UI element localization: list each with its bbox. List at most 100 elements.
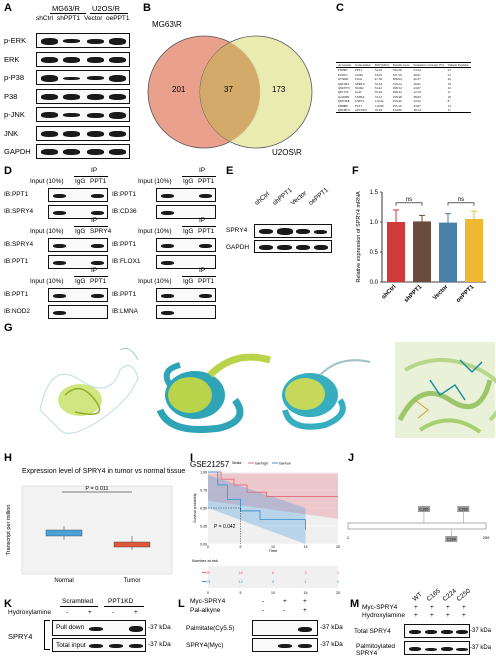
band [63, 149, 80, 155]
band [109, 111, 126, 119]
lane-label: C165 [425, 587, 442, 603]
table-cell: 13 [447, 103, 451, 108]
panel-label-f: F [352, 165, 359, 177]
table-row: Q14D09 LMNA 74.12 258.48 38.60 18 [336, 95, 471, 99]
table-row: Q9Y4E8 USP15 112.42 256.40 22.02 8 [336, 99, 471, 103]
lane-label: Vector [84, 15, 103, 22]
k-row-label: SPRY4 [8, 632, 33, 641]
table-row: Q8CHL9 GPCPD1 76.04 234.80 36.54 11 [336, 108, 471, 114]
table-header: Unique Peptides [445, 61, 471, 69]
group-label: U2OS/R [92, 4, 120, 13]
table-cell: 47.56 [374, 77, 382, 82]
x-axis-label: Time [269, 548, 279, 553]
sig-bracket [395, 202, 423, 206]
panel-label-l: L [178, 598, 185, 610]
x-tick-label: 0 [207, 545, 209, 549]
sign: + [462, 604, 466, 611]
venn-set1-label: MG63\R [152, 20, 182, 29]
panel-label-b: B [143, 2, 151, 14]
table-cell: 53.42 [374, 86, 382, 91]
band [87, 149, 104, 155]
y-tick-label: 0.0 [370, 280, 379, 286]
ib-label: IB:PPT1 [112, 291, 137, 298]
risk-cell: 30 [206, 570, 211, 575]
band [53, 294, 66, 298]
band [109, 37, 126, 45]
table-cell: 22.10 [413, 90, 421, 95]
venn-right-count: 173 [272, 85, 286, 94]
band [63, 130, 80, 137]
ib-label: IB:PPT1 [4, 191, 29, 198]
igg-label: IgG [183, 228, 194, 235]
chart-h: Transcript per million P = 0.011 Normal Tum… [6, 485, 173, 584]
band [41, 74, 58, 82]
y-tick-label: 0.25 [200, 525, 207, 529]
kda-marker: -37 kDa [148, 624, 171, 631]
panel-i-title: GSE21257 [190, 460, 230, 469]
risk-cell: 6 [272, 570, 275, 575]
table-cell: Gal3 [355, 90, 362, 95]
lane-label: C224 [441, 587, 458, 603]
risk-cell: 3 [272, 579, 275, 584]
row-label: p-P38 [4, 73, 25, 82]
ip-label: IP [199, 267, 206, 274]
band [161, 244, 174, 248]
table-cell: 20 [447, 77, 451, 82]
row-label: P38 [4, 91, 18, 101]
input-label: Input (10%) [138, 178, 172, 185]
table-cell: 310.24 [392, 81, 402, 86]
ip-target: PPT1 [90, 278, 107, 285]
table-header: Gene names [353, 61, 373, 69]
ip-target: PPT1 [90, 178, 107, 185]
box-normal [45, 529, 83, 537]
sign: + [446, 612, 450, 619]
y-tick-label: 0.5 [370, 250, 379, 256]
coip-blot [156, 188, 216, 202]
ip-target: SPRY4 [90, 228, 112, 235]
band [87, 56, 104, 63]
sign: - [112, 609, 115, 616]
band [53, 244, 66, 248]
sign: + [462, 612, 466, 619]
site-box [457, 506, 470, 512]
table-cell: CD36 [355, 72, 363, 77]
kda-marker: -37 kDa [148, 641, 171, 648]
blot-p-erk [36, 33, 130, 48]
coip-blot [48, 255, 108, 269]
risk-cell: 12 [238, 579, 243, 584]
lane-label: oePPT1 [106, 15, 130, 22]
coip-blot [156, 305, 216, 319]
band [53, 194, 66, 198]
ip-target: PPT1 [198, 228, 215, 235]
bar [465, 219, 483, 282]
structure-ribbon-1 [39, 347, 139, 434]
sign: + [88, 609, 92, 616]
igg-label: IgG [75, 178, 86, 185]
table-cell: 258.48 [392, 94, 402, 99]
band [41, 56, 58, 63]
ib-label: IB:LMNA [112, 308, 139, 315]
blot-p-jnk [36, 107, 130, 122]
band [199, 244, 212, 248]
site-box [445, 536, 458, 542]
sign: + [446, 604, 450, 611]
table-cell: 112.80 [374, 103, 384, 108]
sign: - [66, 609, 69, 616]
table-cell: 23 [447, 68, 451, 73]
p-value: P = 0.042 [214, 524, 236, 530]
table-row: P50897 PPT1 34.19 702.58 53.24 23 [336, 68, 471, 73]
table-cell: NOD2 [355, 86, 364, 91]
input-label: Input (10%) [30, 278, 64, 285]
igg-label: IgG [183, 178, 194, 185]
legend-label: low-low [279, 462, 291, 466]
venn-left-count: 201 [172, 85, 186, 94]
band [63, 76, 80, 80]
ip-label: IP [91, 217, 98, 224]
risk-x-tick: 15 [304, 591, 308, 595]
risk-title: Number at risk [192, 558, 218, 563]
table-cell: Flox1 [355, 77, 363, 82]
table-cell: 521.50 [392, 72, 402, 77]
band [199, 194, 212, 198]
group-label: MG63/R [52, 4, 80, 13]
ip-label: IP [91, 267, 98, 274]
